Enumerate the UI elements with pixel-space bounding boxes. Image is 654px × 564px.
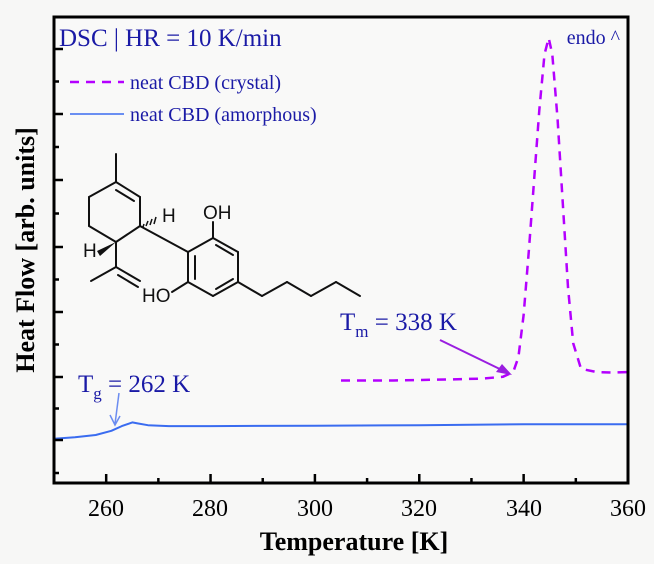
tg-label: Tg = 262 K bbox=[78, 371, 190, 403]
x-tick-280: 280 bbox=[192, 496, 228, 522]
x-tick-labels: 260 280 300 320 340 360 bbox=[88, 496, 646, 522]
series-crystal-line bbox=[341, 36, 629, 382]
x-tick-320: 320 bbox=[401, 496, 437, 522]
series-layer bbox=[53, 36, 629, 440]
legend: neat CBD (crystal) neat CBD (amorphous) bbox=[70, 72, 317, 126]
tg-annotation: Tg = 262 K bbox=[78, 371, 190, 427]
tm-arrow-shaft bbox=[439, 339, 509, 374]
plot-frame bbox=[52, 15, 630, 485]
endo-label: endo ^ bbox=[567, 27, 621, 49]
hash-bond bbox=[142, 216, 157, 228]
mol-h-left: H bbox=[83, 241, 97, 262]
tm-arrow-head bbox=[496, 364, 512, 375]
x-tick-360: 360 bbox=[610, 496, 646, 522]
wedge-bond bbox=[97, 242, 116, 256]
axis-ticks bbox=[52, 47, 630, 483]
tm-label: Tm = 338 K bbox=[340, 309, 457, 341]
x-tick-340: 340 bbox=[506, 496, 542, 522]
tg-arrow-head bbox=[109, 414, 121, 427]
legend-label-amorphous: neat CBD (amorphous) bbox=[130, 104, 317, 126]
legend-label-crystal: neat CBD (crystal) bbox=[130, 72, 281, 94]
x-tick-300: 300 bbox=[297, 496, 333, 522]
series-amorphous-line bbox=[53, 421, 628, 440]
stereo-bonds bbox=[97, 216, 157, 256]
x-axis-title: Temperature [K] bbox=[260, 527, 448, 556]
y-axis-title: Heat Flow [arb. units] bbox=[11, 127, 40, 373]
mol-ho-bottom: HO bbox=[142, 286, 171, 307]
plot-area bbox=[54, 17, 628, 483]
mol-h-right: H bbox=[162, 206, 176, 227]
x-tick-260: 260 bbox=[88, 496, 124, 522]
chart-title: DSC | HR = 10 K/min bbox=[59, 25, 282, 52]
tm-annotation: Tm = 338 K bbox=[340, 309, 512, 375]
mol-oh-top: OH bbox=[203, 203, 232, 224]
tg-arrow-shaft bbox=[114, 392, 120, 425]
cbd-molecule-structure bbox=[88, 153, 361, 297]
